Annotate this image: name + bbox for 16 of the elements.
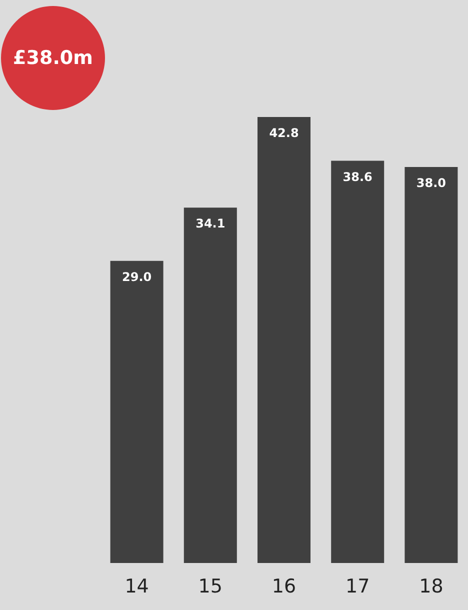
text: £38.0m — [13, 47, 93, 69]
data-label: 38.6 — [342, 170, 372, 184]
bar — [404, 167, 458, 563]
bar — [110, 260, 164, 563]
x-tick-label: 18 — [419, 576, 444, 598]
data-label: 34.1 — [196, 216, 226, 231]
bar — [258, 117, 310, 563]
x-tick-label: 16 — [272, 576, 296, 598]
x-tick-label: 14 — [124, 576, 149, 598]
x-tick-label: 17 — [346, 576, 370, 598]
x-tick-label: 15 — [198, 576, 222, 598]
bar — [331, 160, 384, 563]
bar — [184, 208, 237, 563]
data-label: 42.8 — [269, 126, 299, 140]
data-label: 29.0 — [122, 270, 152, 284]
data-label: 38.0 — [416, 176, 446, 190]
